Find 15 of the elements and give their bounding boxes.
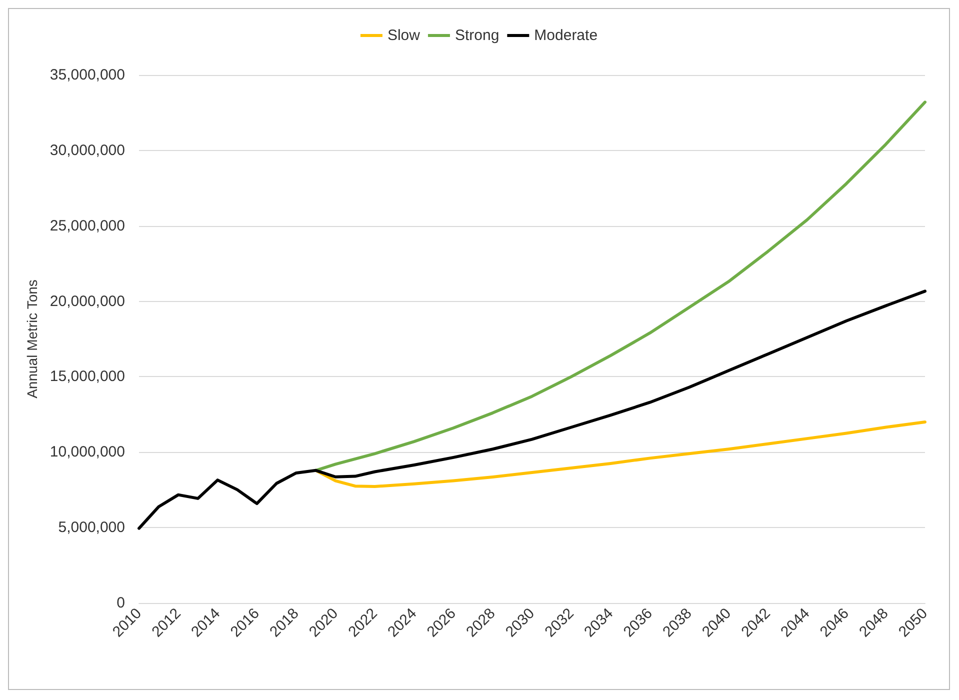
y-tick-label: 30,000,000 xyxy=(50,142,125,159)
legend-label: Moderate xyxy=(534,27,598,44)
legend-label: Strong xyxy=(454,27,500,44)
line-series xyxy=(314,420,926,488)
y-tick-label: 10,000,000 xyxy=(50,444,125,461)
y-tick-label: 20,000,000 xyxy=(50,292,125,310)
y-tick-label: 25,000,000 xyxy=(50,217,125,234)
y-axis-title: Annual Metric Tons xyxy=(24,280,40,398)
y-tick-label: 0 xyxy=(116,594,125,612)
line-series xyxy=(138,290,926,530)
y-tick-label: 5,000,000 xyxy=(58,519,125,536)
line-series xyxy=(314,100,926,472)
y-tick-label: 15,000,000 xyxy=(50,368,125,386)
legend-label: Slow xyxy=(387,27,420,44)
y-tick-label: 35,000,000 xyxy=(50,66,125,84)
